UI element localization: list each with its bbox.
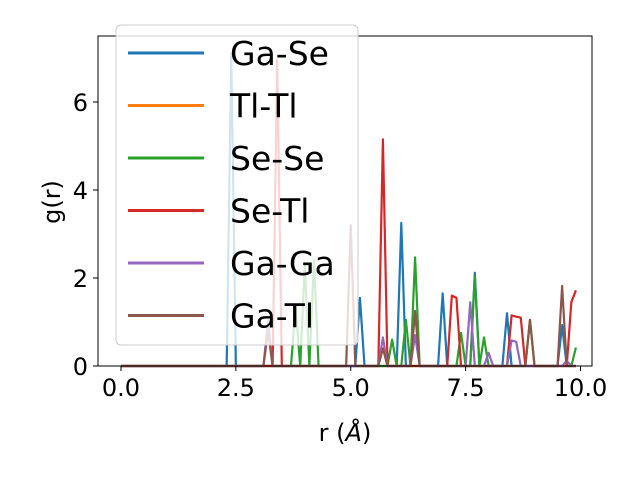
x-tick-label: 5.0	[332, 374, 370, 402]
legend-label: Ga-Tl	[230, 297, 314, 336]
legend-label: Tl-Tl	[229, 87, 298, 126]
legend-label: Se-Tl	[230, 192, 309, 231]
y-axis-title: g(r)	[38, 180, 66, 224]
legend: Ga-Se Tl-Tl Se-Se Se-Tl Ga-Ga Ga-Tl	[115, 24, 359, 346]
y-tick-label: 6	[73, 89, 88, 117]
x-axis: 0.0 2.5 5.0 7.5 10.0	[102, 366, 607, 402]
x-axis-title: r (Å)	[319, 418, 372, 447]
x-tick-label: 10.0	[554, 374, 607, 402]
y-tick-label: 0	[73, 353, 88, 381]
x-tick-label: 7.5	[447, 374, 485, 402]
x-tick-label: 0.0	[102, 374, 140, 402]
legend-label: Ga-Se	[230, 34, 329, 73]
legend-label: Se-Se	[230, 139, 324, 178]
y-tick-label: 4	[73, 177, 88, 205]
legend-label: Ga-Ga	[230, 244, 335, 283]
y-tick-label: 2	[73, 265, 88, 293]
x-tick-label: 2.5	[217, 374, 255, 402]
y-axis: 0 2 4 6	[73, 89, 98, 381]
